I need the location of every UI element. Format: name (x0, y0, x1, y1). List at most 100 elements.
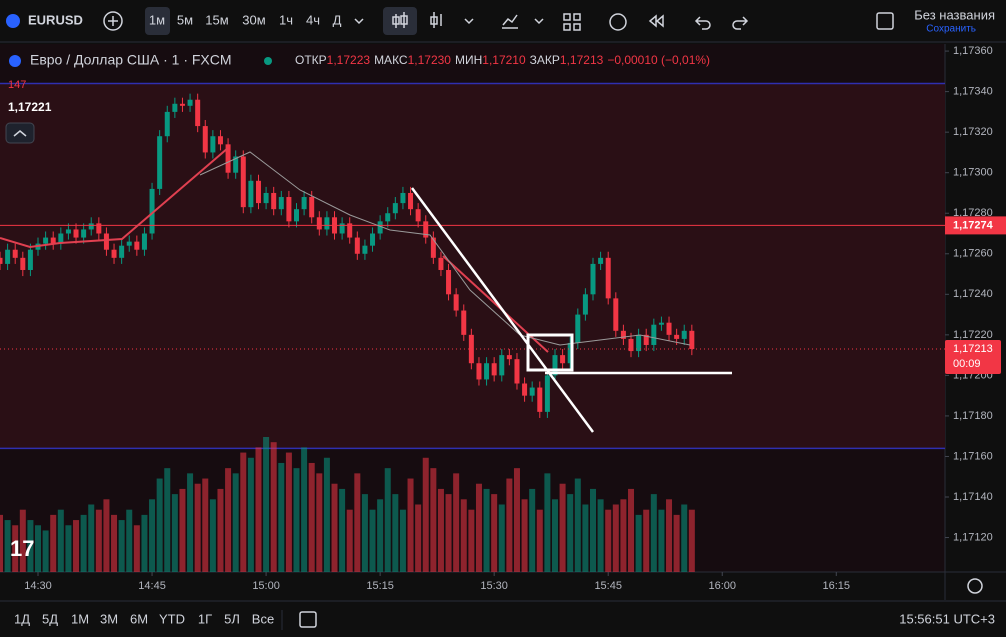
x-tick-label: 14:30 (24, 580, 52, 592)
range-button[interactable]: 1Д (14, 611, 30, 626)
candle-body (461, 310, 467, 335)
y-tick-label: 1,17220 (953, 329, 993, 341)
interval[interactable]: 30м (242, 12, 265, 27)
candle-body (620, 330, 626, 339)
redo-icon[interactable] (732, 16, 749, 30)
date-range-icon[interactable] (299, 611, 317, 628)
candle-body (491, 363, 497, 376)
volume-bar (316, 473, 323, 572)
volume-bar (445, 494, 452, 572)
x-tick-label: 16:00 (708, 580, 736, 592)
volume-bar (513, 468, 520, 572)
last-price-tag (945, 340, 1001, 375)
candle-body (217, 136, 223, 145)
volume-bar (133, 525, 140, 572)
volume-bar (202, 478, 209, 572)
volume-bar (681, 504, 688, 572)
volume-bar (628, 488, 635, 572)
volume-bar (225, 468, 232, 572)
candle-body (20, 257, 26, 270)
volume-bar (308, 462, 315, 572)
layout-checkbox[interactable] (876, 12, 894, 30)
candle-body (65, 229, 71, 234)
ohlc-legend: ОТКР1,17223 МАКС1,17230 МИН1,17210 ЗАКР1,17… (295, 53, 710, 67)
interval[interactable]: 1м (149, 12, 165, 27)
collapse-button[interactable] (5, 122, 35, 144)
bars-icon[interactable] (430, 12, 442, 28)
symbol-icon[interactable] (6, 14, 20, 28)
ohlc-label: МАКС (374, 53, 408, 67)
candle-body (316, 217, 322, 230)
volume-bar (590, 488, 597, 572)
volume-bar (536, 509, 543, 572)
volume-bar (384, 468, 391, 572)
range-button[interactable]: Все (252, 611, 274, 626)
legend-title: Евро / Доллар США · 1 · FXCM (30, 52, 232, 68)
candle-body (643, 334, 649, 345)
candle-body (354, 237, 360, 254)
range-button[interactable]: 6М (130, 611, 148, 626)
candle-body (141, 233, 147, 250)
volume-bar (42, 530, 49, 572)
last-price-label: 1,17213 (953, 343, 993, 355)
y-tick-label: 1,17260 (953, 248, 993, 260)
range-button[interactable]: YTD (159, 611, 185, 626)
level-zone (0, 83, 945, 449)
candle-body (522, 383, 528, 396)
volume-bar (605, 509, 612, 572)
candle-body (286, 197, 292, 222)
candle-body (392, 203, 398, 214)
interval[interactable]: 1ч (279, 12, 293, 27)
range-button[interactable]: 5Л (224, 611, 240, 626)
x-tick-label: 15:45 (594, 580, 622, 592)
symbol[interactable]: EURUSD (28, 12, 83, 27)
volume-bar (285, 452, 292, 572)
alert-icon[interactable] (609, 13, 627, 31)
volume-bar (118, 520, 125, 572)
candle-body (134, 241, 140, 250)
crosshair-price: 1,17221 (8, 100, 52, 114)
y-tick-label: 1,17160 (953, 450, 993, 462)
volume-bar (19, 509, 26, 572)
undo-icon[interactable] (694, 16, 711, 30)
indicators-icon[interactable] (502, 14, 518, 29)
layout-name[interactable]: Без названия (914, 7, 995, 22)
save-button[interactable]: Сохранить (926, 24, 976, 35)
volume-bar (57, 509, 64, 572)
dropdown[interactable] (354, 18, 544, 25)
range-button[interactable]: 5Д (42, 611, 58, 626)
interval[interactable]: 4ч (306, 12, 320, 27)
interval[interactable]: 15м (205, 12, 228, 27)
countdown: 00:09 (953, 358, 981, 370)
candle-body (377, 221, 383, 234)
interval[interactable]: Д (333, 12, 342, 27)
volume-bar (111, 514, 118, 572)
candle-body (43, 237, 49, 244)
replay-icon[interactable] (648, 14, 664, 28)
volume-bar (468, 509, 475, 572)
x-tick-label: 15:15 (366, 580, 394, 592)
chart-type-active[interactable] (383, 7, 417, 35)
y-tick-label: 1,17340 (953, 86, 993, 98)
volume-bar (4, 520, 11, 572)
volume-bar (65, 525, 72, 572)
candle-body (560, 355, 566, 364)
rectangle-drawing[interactable] (526, 333, 574, 372)
settings-icon[interactable] (967, 578, 983, 594)
layout-icon[interactable] (563, 13, 581, 31)
volume-bar (559, 483, 566, 572)
add-symbol[interactable] (103, 11, 123, 31)
volume-bar (194, 483, 201, 572)
trend-line[interactable] (410, 187, 595, 433)
volume-bar (270, 442, 277, 572)
range-button[interactable]: 1Г (198, 611, 212, 626)
range-button[interactable]: 1М (71, 611, 89, 626)
candle-body (187, 99, 193, 106)
ohlc-label: МИН (455, 53, 482, 67)
range-button[interactable]: 3М (100, 611, 118, 626)
y-tick-label: 1,17240 (953, 288, 993, 300)
interval[interactable]: 5м (177, 12, 193, 27)
volume-bar (217, 488, 224, 572)
candle-body (408, 192, 414, 210)
